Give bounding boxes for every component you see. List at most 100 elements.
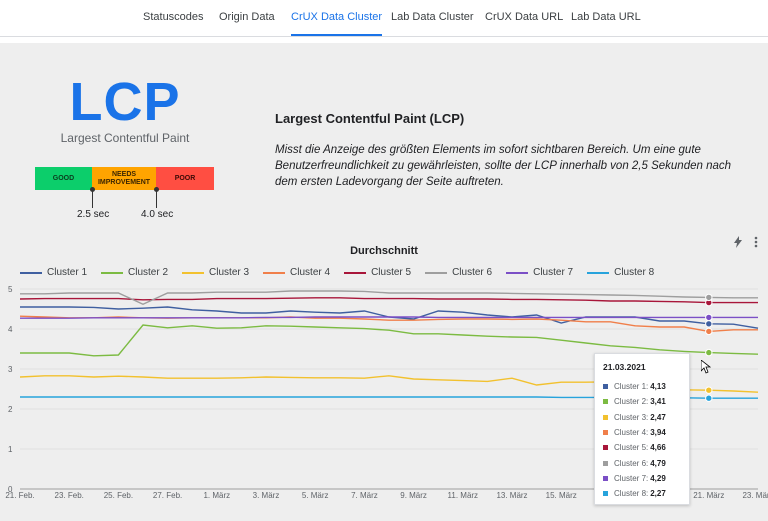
- tooltip-swatch: [603, 414, 608, 420]
- tooltip-value: 4,29: [650, 473, 666, 483]
- tooltip-swatch: [603, 384, 608, 389]
- chart-tooltip: 21.03.2021 Cluster 1: 4,13 Cluster 2: 3,41 C…: [594, 353, 690, 505]
- tab-crux-data-url[interactable]: CrUX Data URL: [485, 11, 564, 23]
- y-tick-label: 5: [8, 285, 13, 294]
- x-tick-label: 25. Feb.: [104, 491, 133, 500]
- more-vert-icon[interactable]: [753, 236, 759, 251]
- legend-item-cluster-1[interactable]: Cluster 1: [20, 267, 87, 278]
- legend-swatch: [20, 271, 42, 274]
- tooltip-row: Cluster 7: 4,29: [603, 474, 666, 483]
- legend-label: Cluster 2: [128, 267, 169, 278]
- tooltip-row: Cluster 5: 4,66: [603, 443, 666, 452]
- legend-label: Cluster 6: [452, 267, 493, 278]
- tooltip-swatch: [603, 491, 608, 497]
- legend-swatch: [182, 271, 205, 274]
- tab-lab-data-cluster[interactable]: Lab Data Cluster: [391, 11, 474, 23]
- tooltip-swatch: [603, 475, 608, 481]
- mouse-cursor-icon: [700, 359, 712, 377]
- y-tick-label: 1: [8, 445, 13, 454]
- tooltip-row: Cluster 8: 2,27: [603, 489, 666, 498]
- legend-swatch: [263, 271, 286, 274]
- tooltip-swatch: [603, 445, 608, 451]
- chart-title: Durchschnitt: [350, 245, 418, 257]
- legend-label: Cluster 8: [614, 267, 655, 278]
- threshold-marker: [90, 187, 95, 192]
- y-tick-label: 2: [8, 405, 13, 414]
- highlight-point-cluster-1: [705, 320, 713, 328]
- tooltip-value: 3,41: [650, 397, 666, 407]
- tooltip-label: Cluster 4:: [614, 427, 649, 437]
- info-title: Largest Contentful Paint (LCP): [275, 111, 465, 126]
- tab-bar: Statuscodes Origin Data CrUX Data Cluste…: [0, 0, 768, 37]
- tooltip-swatch: [603, 429, 608, 435]
- x-tick-label: 21. März: [693, 491, 724, 500]
- y-tick-label: 4: [8, 325, 13, 334]
- tooltip-label: Cluster 1:: [614, 382, 649, 391]
- highlight-point-cluster-8: [705, 394, 713, 402]
- legend-swatch: [587, 271, 610, 274]
- legend-item-cluster-6[interactable]: Cluster 6: [425, 267, 492, 278]
- x-tick-label: 15. März: [546, 491, 577, 500]
- x-tick-label: 27. Feb.: [153, 491, 182, 500]
- legend-item-cluster-8[interactable]: Cluster 8: [587, 267, 654, 278]
- legend-swatch: [506, 271, 529, 274]
- highlight-point-cluster-2: [705, 348, 713, 357]
- tab-origin-data[interactable]: Origin Data: [219, 11, 275, 23]
- legend-item-cluster-5[interactable]: Cluster 5: [344, 267, 411, 278]
- bolt-icon[interactable]: [732, 236, 744, 251]
- lcp-subtitle: Largest Contentful Paint: [60, 131, 190, 145]
- x-tick-label: 11. März: [448, 491, 479, 500]
- header-strip: [0, 37, 768, 43]
- x-tick-label: 9. März: [400, 491, 427, 500]
- threshold-label-good: 2.5 sec: [77, 209, 110, 220]
- series-line-cluster-2: [20, 324, 759, 357]
- tooltip-value: 2,27: [650, 489, 666, 499]
- x-tick-label: 5. März: [302, 491, 329, 500]
- tooltip-value: 3,94: [650, 427, 666, 437]
- legend-label: Cluster 3: [209, 267, 250, 278]
- tooltip-label: Cluster 5:: [614, 443, 649, 453]
- chart-legend: Cluster 1 Cluster 2 Cluster 3 Cluster 4 Clus…: [20, 267, 668, 278]
- tooltip-value: 2,47: [650, 412, 666, 422]
- legend-item-cluster-4[interactable]: Cluster 4: [263, 267, 330, 278]
- x-tick-label: 23. Feb.: [55, 491, 84, 500]
- legend-item-cluster-2[interactable]: Cluster 2: [101, 267, 168, 278]
- legend-label: Cluster 7: [533, 267, 574, 278]
- scale-good: GOOD: [35, 167, 92, 190]
- tooltip-row: Cluster 2: 3,41: [603, 397, 666, 406]
- highlight-point-cluster-7: [705, 313, 713, 322]
- threshold-label-poor: 4.0 sec: [141, 209, 174, 220]
- legend-label: Cluster 4: [290, 267, 331, 278]
- highlight-point-cluster-3: [705, 386, 713, 394]
- y-tick-label: 0: [8, 485, 13, 494]
- tooltip-value: 4,13: [650, 382, 666, 391]
- x-tick-label: 13. März: [496, 491, 527, 500]
- scale-poor: POOR: [156, 167, 214, 190]
- threshold-line: [156, 190, 157, 208]
- tooltip-swatch: [603, 399, 608, 405]
- highlight-point-cluster-4: [705, 327, 713, 336]
- threshold-marker: [154, 187, 159, 192]
- x-tick-label: 1. März: [203, 491, 230, 500]
- tooltip-label: Cluster 2:: [614, 397, 649, 407]
- legend-label: Cluster 5: [371, 267, 412, 278]
- tooltip-value: 4,79: [650, 458, 666, 468]
- legend-label: Cluster 1: [47, 267, 88, 278]
- legend-swatch: [344, 271, 367, 274]
- tooltip-row: Cluster 6: 4,79: [603, 459, 666, 468]
- legend-item-cluster-3[interactable]: Cluster 3: [182, 267, 249, 278]
- y-tick-label: 3: [8, 365, 13, 374]
- tooltip-date: 21.03.2021: [603, 362, 646, 372]
- series-line-cluster-7: [20, 316, 758, 319]
- tab-crux-data-cluster[interactable]: CrUX Data Cluster: [291, 0, 383, 36]
- legend-swatch: [425, 271, 448, 274]
- scale-needs-improvement: NEEDS IMPROVEMENT: [92, 167, 156, 190]
- series-line-cluster-6: [20, 290, 758, 305]
- x-tick-label: 7. März: [351, 491, 378, 500]
- legend-item-cluster-7[interactable]: Cluster 7: [506, 267, 573, 278]
- x-tick-label: 21. Feb.: [5, 491, 34, 500]
- lcp-scale: GOOD NEEDS IMPROVEMENT POOR: [35, 167, 214, 190]
- tab-lab-data-url[interactable]: Lab Data URL: [571, 11, 641, 23]
- tooltip-row: Cluster 3: 2,47: [603, 413, 666, 422]
- tab-statuscodes[interactable]: Statuscodes: [143, 11, 204, 23]
